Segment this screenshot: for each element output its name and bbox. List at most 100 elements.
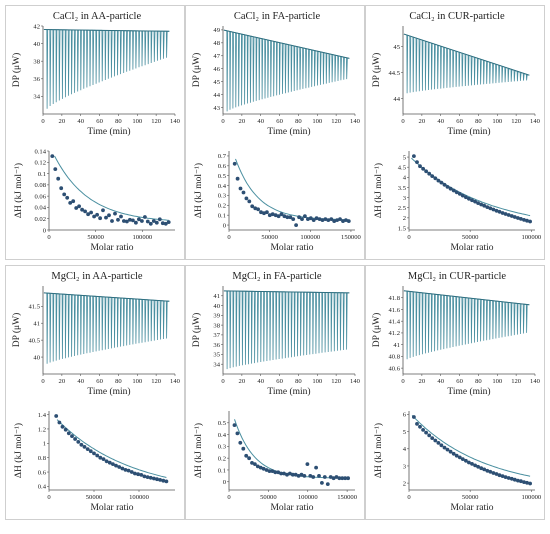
thermogram-baseline [223,29,350,59]
data-point [303,214,307,219]
data-point [442,445,447,450]
data-point [519,217,523,221]
thermogram-y-tick-label: 48 [213,40,220,47]
thermogram-baseline [403,33,530,76]
data-point [116,217,120,222]
isotherm-x-tick-label: 100000 [298,494,318,501]
isotherm-y-tick-label: 0.2 [218,455,226,462]
data-point [267,469,272,473]
isotherm-fit-curve [235,158,349,221]
data-point [276,214,281,219]
data-point [142,474,147,479]
data-point [114,463,118,468]
data-point [235,176,240,181]
thermogram-x-tick-label: 100 [492,378,503,385]
isotherm-x-axis-label: Molar ratio [90,503,133,513]
data-point [107,460,112,465]
data-point [476,201,480,206]
data-point [516,478,520,483]
data-point [522,218,526,222]
thermogram-y-tick-label: 41.8 [388,295,400,302]
panel-title: CaCl₂ in AA-particle [53,11,142,22]
data-point [164,479,169,484]
data-point [166,220,171,225]
thermogram-y-tick-label: 35 [213,352,220,359]
thermogram-x-tick-label: 40 [437,118,444,125]
data-point [337,476,342,481]
data-point [430,436,435,440]
data-point [273,213,278,218]
thermogram-x-tick-label: 120 [151,118,162,125]
data-point [104,215,108,220]
data-point [433,176,438,181]
data-point [148,475,153,480]
data-point [122,219,126,223]
data-point [232,161,237,166]
data-point [454,453,459,458]
thermogram-trace [403,290,530,360]
thermogram-y-tick-label: 36 [213,342,220,349]
data-point [470,198,474,203]
thermogram-x-tick-label: 140 [530,118,541,125]
data-point [317,474,321,478]
data-point [276,470,281,475]
isotherm-y-tick-label: 0.5 [218,420,227,427]
thermogram-x-tick-label: 60 [96,118,103,125]
data-point [308,474,313,478]
panel-frame [5,5,185,260]
data-point [139,473,144,477]
data-point [133,471,137,476]
data-point [235,431,240,436]
data-point [430,174,435,179]
isotherm-x-axis-label: Molar ratio [90,243,133,253]
data-point [522,480,526,484]
data-point [250,204,255,209]
isotherm-x-axis-label: Molar ratio [450,503,493,513]
isotherm-y-tick-label: 0.3 [218,444,227,451]
isotherm-x-tick-label: 50000 [260,494,277,501]
data-point [77,204,81,209]
isotherm-y-axis-label: ΔH (kJ mol⁻¹) [193,423,204,478]
isotherm-fit-curve [54,155,169,221]
thermogram-x-axis-label: Time (min) [87,126,130,137]
data-point [467,196,471,201]
thermogram-y-tick-label: 41.4 [388,319,400,326]
data-point [140,219,144,223]
data-point [297,215,301,220]
thermogram-x-tick-label: 40 [257,118,264,125]
thermogram-y-tick-label: 41.5 [28,304,40,311]
data-point [255,464,260,469]
thermogram-x-tick-label: 60 [276,118,283,125]
panel-cacl2-fa: CaCl₂ in FA-particle 0 20 40 60 80 100 120 140 43… [185,5,365,260]
data-point [80,207,84,212]
data-point [125,219,129,224]
thermogram-x-tick-label: 0 [401,378,405,385]
data-point [338,217,342,222]
thermogram-trace [43,292,170,364]
data-point [163,221,168,226]
thermogram-trace [223,29,350,112]
thermogram-x-tick-label: 120 [511,378,522,385]
data-point [325,482,330,486]
panel-title: MgCl₂ in AA-particle [51,271,142,282]
data-point [326,218,331,223]
panel-cacl2-aa: CaCl₂ in AA-particle 0 20 40 60 80 100 120 140 34… [5,5,185,260]
thermogram-trace [43,29,170,109]
data-point [160,221,165,226]
thermogram-y-tick-label: 40 [33,354,40,361]
thermogram-x-tick-label: 140 [350,118,361,125]
isotherm-x-axis-label: Molar ratio [270,503,313,513]
thermogram-y-tick-label: 45 [393,44,400,51]
data-point [158,478,163,482]
data-point [525,218,529,223]
data-point [473,463,477,468]
thermogram-x-axis-label: Time (min) [267,386,310,397]
isotherm-y-tick-label: 1.2 [38,426,46,433]
data-point [117,465,122,469]
isotherm-y-tick-label: 0.6 [38,469,47,476]
data-point [445,447,450,452]
data-point [442,182,447,187]
thermogram-y-tick-label: 40 [33,41,40,48]
